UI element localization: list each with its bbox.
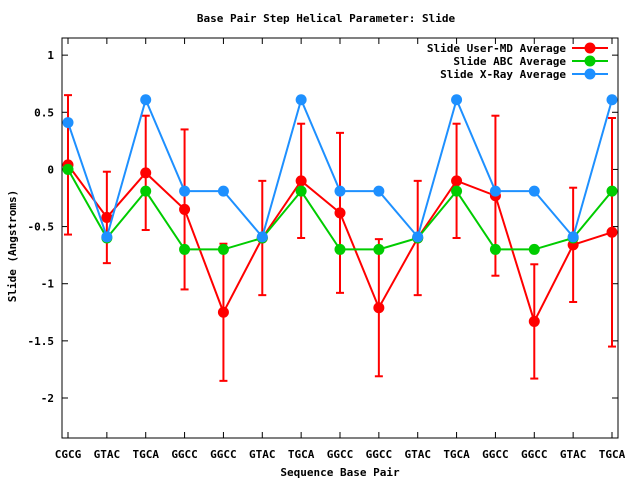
data-point	[489, 243, 501, 255]
y-tick-label: -1	[41, 278, 55, 291]
data-point	[179, 203, 191, 215]
data-point	[256, 231, 268, 243]
data-point	[334, 207, 346, 219]
y-axis: 1 0.5 0 -0.5 -1 -1.5 -2	[28, 49, 618, 405]
data-point	[295, 175, 307, 187]
x-tick-label: GTAC	[560, 448, 587, 461]
data-point	[412, 231, 424, 243]
data-point	[295, 94, 307, 106]
data-point	[528, 243, 540, 255]
data-point	[101, 231, 113, 243]
x-axis: CGCG GTAC TGCA GGCC GGCC GTAC TGCA GGCC GGCC GTAC…	[55, 38, 626, 461]
legend-label: Slide User-MD Average	[427, 42, 566, 55]
data-point	[528, 185, 540, 197]
x-tick-label: TGCA	[443, 448, 470, 461]
x-tick-label: GGCC	[366, 448, 393, 461]
x-tick-label: TGCA	[132, 448, 159, 461]
y-tick-label: 1	[47, 49, 54, 62]
x-tick-label: CGCG	[55, 448, 82, 461]
y-tick-label: -0.5	[28, 221, 55, 234]
data-point	[217, 306, 229, 318]
y-tick-label: -2	[41, 392, 54, 405]
series-layer	[62, 94, 618, 327]
x-tick-label: GGCC	[210, 448, 237, 461]
data-point	[217, 185, 229, 197]
series-3	[62, 94, 618, 243]
data-point	[295, 185, 307, 197]
data-point	[101, 211, 113, 223]
x-tick-label: GGCC	[482, 448, 509, 461]
legend-marker	[584, 68, 596, 80]
data-point	[606, 185, 618, 197]
y-tick-label: 0.5	[34, 106, 54, 119]
x-tick-label: GTAC	[94, 448, 121, 461]
data-point	[62, 117, 74, 129]
data-point	[528, 315, 540, 327]
y-tick-label: 0	[47, 163, 54, 176]
x-axis-label: Sequence Base Pair	[280, 466, 400, 479]
data-point	[179, 185, 191, 197]
y-tick-label: -1.5	[28, 335, 55, 348]
data-point	[489, 185, 501, 197]
data-point	[334, 185, 346, 197]
data-point	[373, 185, 385, 197]
x-tick-label: GGCC	[171, 448, 198, 461]
data-point	[179, 243, 191, 255]
data-point	[140, 94, 152, 106]
data-point	[606, 94, 618, 106]
legend-marker	[584, 42, 596, 54]
series-2	[62, 163, 618, 255]
data-point	[140, 185, 152, 197]
legend-item: Slide User-MD Average	[427, 42, 608, 55]
data-point	[451, 94, 463, 106]
x-tick-label: TGCA	[288, 448, 315, 461]
x-tick-label: GTAC	[404, 448, 431, 461]
data-point	[567, 231, 579, 243]
data-point	[451, 185, 463, 197]
x-tick-label: GGCC	[521, 448, 548, 461]
chart-title: Base Pair Step Helical Parameter: Slide	[197, 12, 456, 25]
data-point	[334, 243, 346, 255]
y-axis-label: Slide (Angstroms)	[6, 190, 19, 303]
x-tick-label: TGCA	[599, 448, 626, 461]
data-point	[451, 175, 463, 187]
data-point	[373, 243, 385, 255]
data-point	[606, 226, 618, 238]
legend-item: Slide ABC Average	[453, 55, 608, 68]
legend-label: Slide X-Ray Average	[440, 68, 566, 81]
legend-label: Slide ABC Average	[453, 55, 566, 68]
data-point	[62, 163, 74, 175]
error-bars	[64, 94, 616, 382]
x-tick-label: GTAC	[249, 448, 276, 461]
data-point	[140, 167, 152, 179]
x-tick-label: GGCC	[327, 448, 354, 461]
legend-marker	[584, 55, 596, 67]
legend-item: Slide X-Ray Average	[440, 68, 608, 81]
data-point	[373, 302, 385, 314]
data-point	[217, 243, 229, 255]
